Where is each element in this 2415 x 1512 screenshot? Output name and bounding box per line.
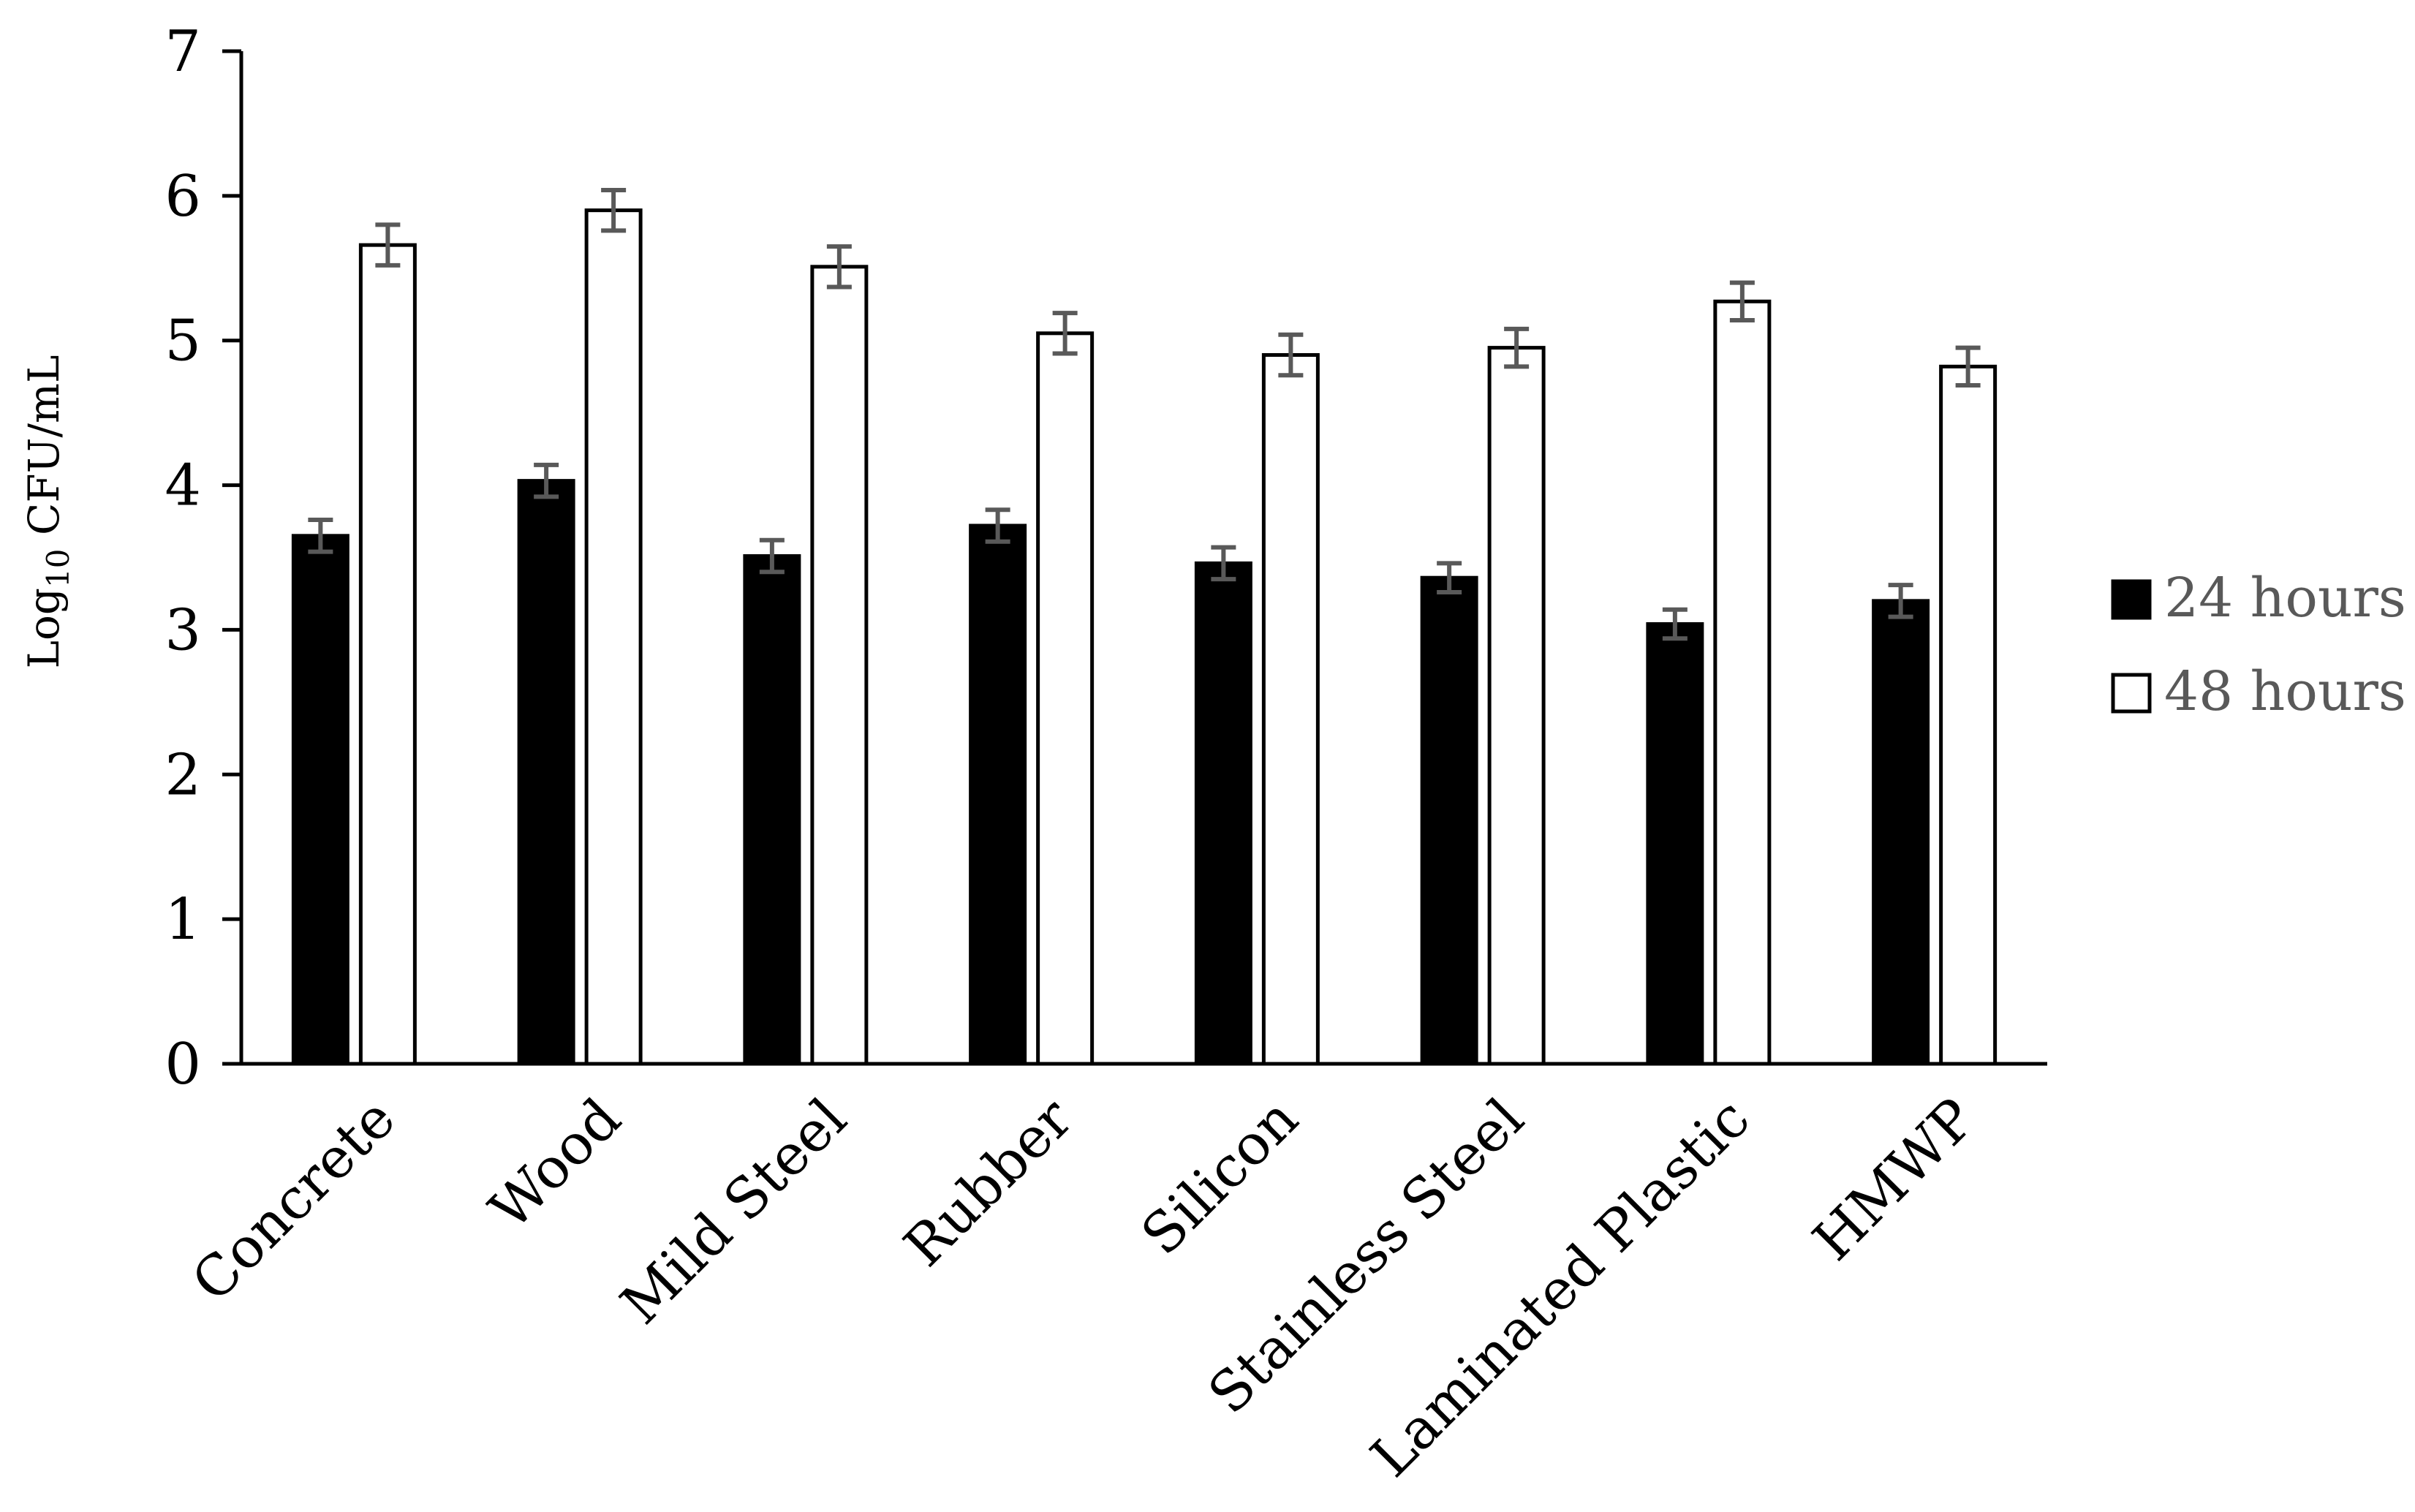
y-tick-label: 1 (165, 887, 201, 953)
y-tick-label: 7 (165, 19, 201, 85)
y-tick-label: 6 (165, 164, 201, 230)
y-tick-label: 5 (165, 309, 201, 374)
bar-24h (1646, 622, 1704, 1066)
y-tick-label: 2 (165, 742, 201, 808)
bar-48h (1939, 364, 1998, 1066)
y-axis-label-base: Log (19, 588, 69, 669)
bar-24h (969, 523, 1027, 1066)
y-axis-label: Log10 CFU/mL (19, 355, 76, 668)
legend-swatch-48h (2111, 673, 2152, 714)
bar-48h (1487, 346, 1546, 1066)
x-tick-label: Rubber (891, 1085, 1085, 1279)
legend-label-48h: 48 hours (2164, 660, 2406, 723)
legend: 24 hours 48 hours (2111, 567, 2406, 723)
x-tick-label: Mild Steel (608, 1086, 859, 1337)
bars (291, 187, 1998, 1066)
bar-24h (517, 479, 575, 1066)
x-tick-label: Laminated Plastic (1358, 1086, 1761, 1489)
y-axis: 0 1 2 3 4 5 6 7 (165, 19, 243, 1097)
bar-24h (1194, 561, 1252, 1066)
bar-48h (810, 265, 869, 1066)
x-tick-label: Concrete (179, 1086, 407, 1314)
bar-24h (1420, 575, 1478, 1066)
y-tick-label: 0 (165, 1032, 201, 1097)
bar-48h (358, 243, 417, 1066)
bar-24h (1872, 599, 1930, 1066)
x-tick-label: HMWP (1800, 1086, 1987, 1273)
bar-48h (1713, 299, 1772, 1066)
y-axis-label-rest: CFU/mL (19, 355, 69, 548)
y-axis-label-subscript: 10 (40, 548, 76, 587)
bar-24h (743, 554, 801, 1066)
bar-48h (1261, 353, 1320, 1066)
x-tick-label: Silicon (1129, 1086, 1310, 1267)
bar-48h (584, 208, 643, 1066)
y-tick-label: 3 (165, 597, 201, 663)
x-tick-label: Wood (477, 1086, 633, 1242)
bar-24h (291, 534, 349, 1066)
legend-swatch-24h (2111, 579, 2152, 620)
bar-48h (1036, 331, 1095, 1066)
y-tick-label: 4 (165, 453, 201, 519)
legend-label-24h: 24 hours (2164, 567, 2406, 630)
